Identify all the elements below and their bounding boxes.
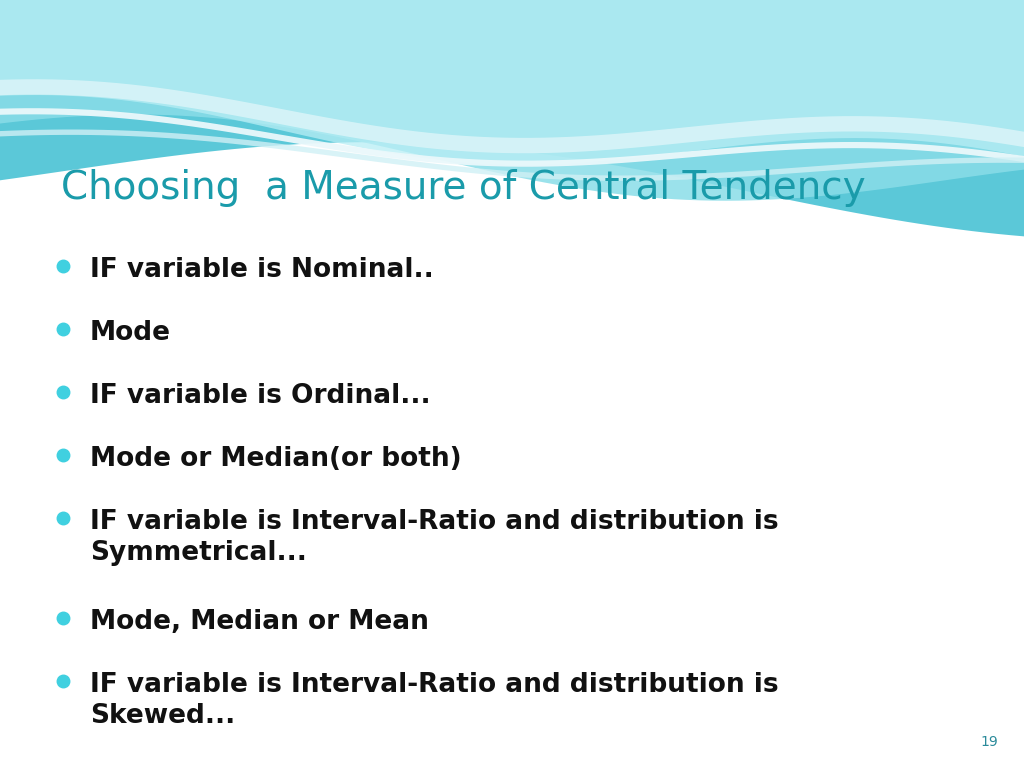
Text: Choosing  a Measure of Central Tendency: Choosing a Measure of Central Tendency: [61, 169, 866, 207]
Text: IF variable is Ordinal...: IF variable is Ordinal...: [90, 383, 431, 409]
Text: 19: 19: [981, 735, 998, 749]
Text: Mode: Mode: [90, 320, 171, 346]
Text: IF variable is Nominal..: IF variable is Nominal..: [90, 257, 434, 283]
Polygon shape: [0, 0, 1024, 200]
Polygon shape: [0, 79, 1024, 154]
Polygon shape: [0, 0, 1024, 237]
Text: IF variable is Interval-Ratio and distribution is
Symmetrical...: IF variable is Interval-Ratio and distri…: [90, 509, 778, 566]
Text: Mode or Median(or both): Mode or Median(or both): [90, 446, 462, 472]
Polygon shape: [0, 130, 1024, 180]
Polygon shape: [0, 108, 1024, 167]
Text: Mode, Median or Mean: Mode, Median or Mean: [90, 609, 429, 635]
Text: IF variable is Interval-Ratio and distribution is
Skewed...: IF variable is Interval-Ratio and distri…: [90, 672, 778, 729]
Polygon shape: [0, 0, 1024, 164]
